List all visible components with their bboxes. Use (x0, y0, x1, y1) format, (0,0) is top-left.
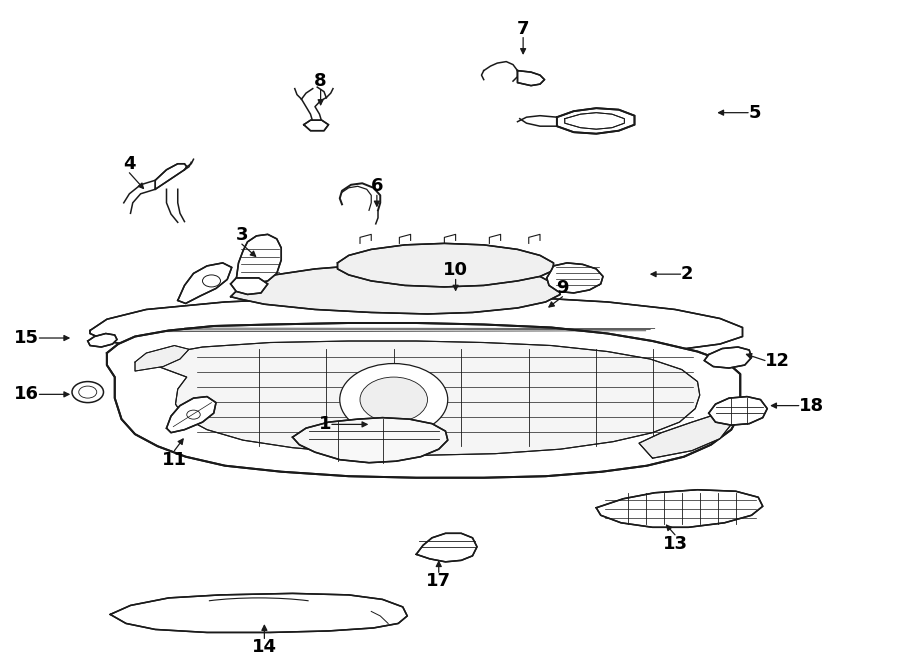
Polygon shape (304, 120, 328, 131)
Circle shape (360, 377, 427, 422)
Text: 8: 8 (314, 72, 327, 90)
Circle shape (340, 364, 448, 436)
Text: 13: 13 (662, 535, 688, 553)
Polygon shape (146, 341, 700, 455)
Text: 2: 2 (680, 265, 693, 283)
Text: 6: 6 (371, 177, 383, 195)
Polygon shape (110, 594, 407, 633)
Text: 14: 14 (252, 639, 277, 656)
Polygon shape (230, 263, 560, 314)
Polygon shape (557, 108, 634, 134)
Polygon shape (338, 243, 554, 287)
Circle shape (72, 381, 104, 403)
Polygon shape (546, 263, 603, 293)
Polygon shape (416, 533, 477, 562)
Polygon shape (90, 296, 742, 359)
Text: 11: 11 (162, 451, 187, 469)
Polygon shape (709, 397, 767, 425)
Text: 7: 7 (517, 20, 529, 38)
Text: 16: 16 (14, 385, 40, 403)
Polygon shape (135, 346, 189, 371)
Text: 10: 10 (443, 261, 468, 280)
Text: 18: 18 (799, 397, 824, 414)
Polygon shape (704, 347, 752, 368)
Circle shape (202, 275, 220, 287)
Polygon shape (155, 164, 187, 189)
Text: 5: 5 (748, 104, 760, 122)
Polygon shape (596, 490, 763, 527)
Polygon shape (230, 278, 268, 294)
Text: 15: 15 (14, 329, 40, 347)
Polygon shape (236, 235, 281, 284)
Circle shape (79, 386, 97, 398)
Polygon shape (107, 323, 740, 478)
Polygon shape (518, 71, 544, 86)
Polygon shape (292, 418, 448, 463)
Text: 12: 12 (765, 352, 790, 369)
Text: 4: 4 (123, 155, 136, 173)
Text: 3: 3 (236, 226, 248, 244)
Polygon shape (565, 112, 625, 129)
Circle shape (187, 410, 200, 419)
Polygon shape (178, 263, 232, 303)
Text: 9: 9 (556, 279, 569, 297)
Text: 17: 17 (427, 572, 451, 590)
Text: 1: 1 (320, 415, 332, 434)
Polygon shape (88, 334, 117, 347)
Polygon shape (166, 397, 216, 433)
Polygon shape (639, 409, 731, 458)
